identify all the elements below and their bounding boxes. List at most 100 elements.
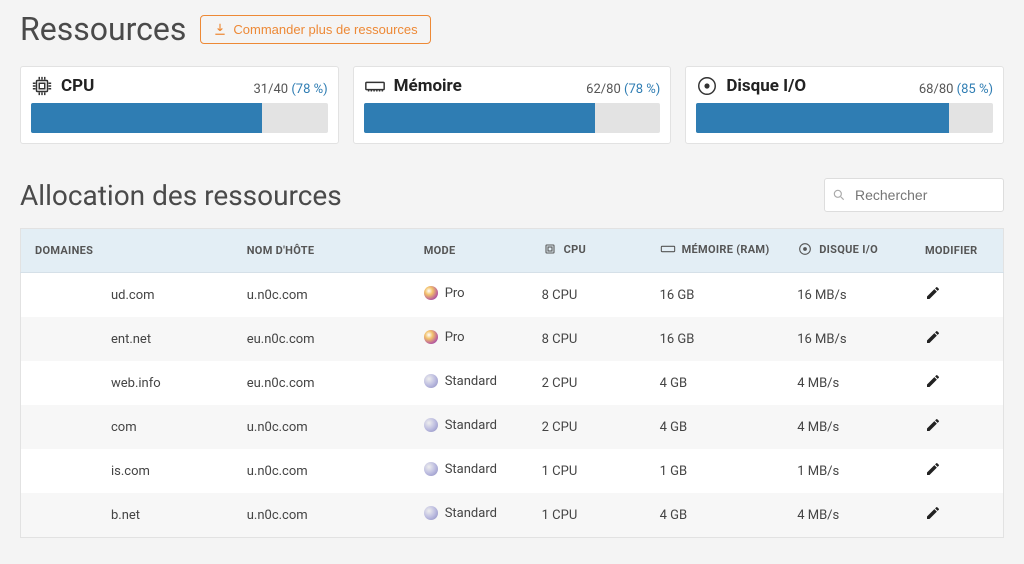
cell-cpu: 1 CPU — [532, 493, 650, 538]
edit-button[interactable] — [925, 378, 941, 393]
mode-dot-icon — [424, 374, 438, 388]
cell-domain: com — [21, 405, 237, 449]
cell-io: 4 MB/s — [787, 405, 915, 449]
mode-dot-icon — [424, 286, 438, 300]
cell-cpu: 2 CPU — [532, 405, 650, 449]
cell-host: eu.n0c.com — [237, 361, 414, 405]
allocation-header-row: Allocation des ressources — [20, 178, 1004, 212]
mode-label: Pro — [445, 330, 465, 345]
cell-edit — [915, 493, 1004, 538]
cpu-bar-fill — [31, 103, 262, 133]
th-io[interactable]: DISQUE I/O — [787, 229, 915, 273]
cell-domain: is.com — [21, 449, 237, 493]
cell-domain: b.net — [21, 493, 237, 538]
mem-pct: (78 %) — [624, 82, 660, 97]
cell-mem: 4 GB — [650, 361, 788, 405]
mem-bar-fill — [364, 103, 595, 133]
search-wrap — [824, 178, 1004, 212]
cell-host: u.n0c.com — [237, 273, 414, 318]
cell-mode: Standard — [414, 449, 532, 493]
io-bar-fill — [696, 103, 948, 133]
edit-button[interactable] — [925, 510, 941, 525]
cell-edit — [915, 317, 1004, 361]
cell-mode: Standard — [414, 405, 532, 449]
cell-mode: Pro — [414, 273, 532, 318]
edit-button[interactable] — [925, 334, 941, 349]
pencil-icon — [925, 461, 941, 477]
order-resources-label: Commander plus de ressources — [233, 22, 417, 37]
th-cpu[interactable]: CPU — [532, 229, 650, 273]
cell-io: 4 MB/s — [787, 493, 915, 538]
cell-domain: ent.net — [21, 317, 237, 361]
pencil-icon — [925, 285, 941, 301]
cpu-bar — [31, 103, 328, 133]
io-pct: (85 %) — [957, 82, 993, 97]
cell-edit — [915, 361, 1004, 405]
download-icon — [213, 22, 227, 36]
top-row: Ressources Commander plus de ressources — [20, 10, 1004, 48]
cell-mem: 16 GB — [650, 273, 788, 318]
search-input[interactable] — [824, 178, 1004, 212]
cell-mem: 4 GB — [650, 493, 788, 538]
cell-edit — [915, 273, 1004, 318]
mode-dot-icon — [424, 506, 438, 520]
cpu-icon — [31, 75, 53, 97]
cpu-used: 31 — [253, 82, 268, 97]
mem-stats: 62/80 (78 %) — [586, 82, 660, 97]
pencil-icon — [925, 329, 941, 345]
mode-label: Standard — [445, 506, 497, 521]
cell-edit — [915, 405, 1004, 449]
io-total: 80 — [939, 82, 954, 97]
mode-label: Pro — [445, 286, 465, 301]
allocation-title: Allocation des ressources — [20, 179, 342, 212]
disk-io-icon — [696, 75, 718, 97]
cpu-pct: (78 %) — [291, 82, 327, 97]
edit-button[interactable] — [925, 466, 941, 481]
mode-dot-icon — [424, 462, 438, 476]
pencil-icon — [925, 373, 941, 389]
th-domaines[interactable]: DOMAINES — [21, 229, 237, 273]
th-edit: MODIFIER — [915, 229, 1004, 273]
memory-icon — [660, 241, 676, 257]
mem-used: 62 — [586, 82, 601, 97]
resource-cards: CPU 31/40 (78 %) Mémoire 62/80 (78 %) — [20, 66, 1004, 144]
th-host[interactable]: NOM D'HÔTE — [237, 229, 414, 273]
io-bar — [696, 103, 993, 133]
cell-cpu: 1 CPU — [532, 449, 650, 493]
cell-io: 16 MB/s — [787, 317, 915, 361]
search-icon — [832, 188, 846, 202]
cpu-title: CPU — [61, 76, 94, 96]
edit-button[interactable] — [925, 422, 941, 437]
table-row: b.netu.n0c.com Standard 1 CPU4 GB4 MB/s — [21, 493, 1004, 538]
order-resources-button[interactable]: Commander plus de ressources — [200, 15, 430, 44]
cpu-stats: 31/40 (78 %) — [253, 82, 327, 97]
cell-cpu: 8 CPU — [532, 273, 650, 318]
memory-icon — [364, 75, 386, 97]
mode-dot-icon — [424, 330, 438, 344]
cell-host: u.n0c.com — [237, 405, 414, 449]
io-title: Disque I/O — [726, 76, 806, 96]
cell-mem: 1 GB — [650, 449, 788, 493]
cell-domain: ud.com — [21, 273, 237, 318]
mem-title: Mémoire — [394, 76, 462, 96]
cell-cpu: 2 CPU — [532, 361, 650, 405]
mode-label: Standard — [445, 462, 497, 477]
edit-button[interactable] — [925, 290, 941, 305]
table-row: comu.n0c.comStandard2 CPU4 GB4 MB/s — [21, 405, 1004, 449]
cell-host: u.n0c.com — [237, 493, 414, 538]
th-mode[interactable]: MODE — [414, 229, 532, 273]
cell-host: eu.n0c.com — [237, 317, 414, 361]
table-row: ent.neteu.n0c.comPro8 CPU16 GB16 MB/s — [21, 317, 1004, 361]
th-mem[interactable]: MÉMOIRE (RAM) — [650, 229, 788, 273]
io-used: 68 — [919, 82, 934, 97]
cell-mem: 16 GB — [650, 317, 788, 361]
card-cpu: CPU 31/40 (78 %) — [20, 66, 339, 144]
mem-total: 80 — [606, 82, 621, 97]
allocation-table: DOMAINES NOM D'HÔTE MODE CPU MÉMOIRE (RA… — [20, 228, 1004, 538]
cell-io: 4 MB/s — [787, 361, 915, 405]
cell-domain: web.info — [21, 361, 237, 405]
cpu-total: 40 — [273, 82, 288, 97]
mode-label: Standard — [445, 374, 497, 389]
cell-mode: Standard — [414, 361, 532, 405]
table-row: ud.comu.n0c.comPro8 CPU16 GB16 MB/s — [21, 273, 1004, 318]
